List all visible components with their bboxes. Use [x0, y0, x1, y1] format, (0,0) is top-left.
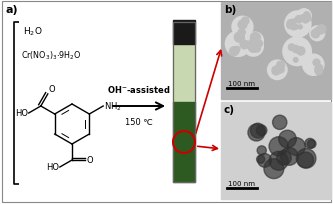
Text: b): b): [224, 5, 236, 15]
Circle shape: [285, 12, 311, 38]
Circle shape: [234, 33, 244, 43]
Circle shape: [256, 125, 267, 136]
Circle shape: [234, 47, 240, 53]
Circle shape: [303, 14, 311, 21]
Circle shape: [257, 146, 266, 155]
Circle shape: [280, 148, 298, 165]
Bar: [173, 45, 195, 104]
Circle shape: [293, 58, 298, 63]
Circle shape: [253, 45, 260, 53]
Circle shape: [248, 40, 257, 49]
Circle shape: [287, 23, 294, 29]
Circle shape: [291, 25, 297, 31]
Bar: [173, 21, 195, 45]
Bar: [221, 102, 331, 199]
Circle shape: [269, 152, 288, 171]
Text: 150 ℃: 150 ℃: [125, 118, 153, 126]
Circle shape: [238, 30, 244, 36]
Circle shape: [277, 67, 284, 74]
Circle shape: [250, 33, 260, 43]
Circle shape: [302, 18, 308, 24]
Circle shape: [307, 140, 316, 149]
Circle shape: [297, 48, 305, 56]
Circle shape: [287, 20, 295, 28]
Circle shape: [305, 139, 315, 149]
Circle shape: [232, 17, 253, 38]
Circle shape: [313, 31, 318, 36]
Circle shape: [317, 26, 326, 35]
Circle shape: [229, 48, 238, 57]
Circle shape: [296, 149, 316, 168]
Circle shape: [295, 17, 302, 24]
Circle shape: [283, 38, 311, 66]
Circle shape: [291, 20, 296, 25]
Circle shape: [279, 131, 296, 148]
Circle shape: [252, 45, 259, 52]
Circle shape: [293, 25, 298, 30]
Circle shape: [269, 137, 288, 156]
Circle shape: [240, 30, 245, 36]
Circle shape: [304, 13, 309, 18]
Circle shape: [311, 30, 320, 39]
Circle shape: [249, 44, 258, 53]
Text: NH$_2$: NH$_2$: [104, 100, 122, 113]
Circle shape: [250, 124, 265, 138]
Circle shape: [238, 21, 247, 30]
Circle shape: [298, 152, 314, 168]
Circle shape: [292, 46, 299, 53]
Circle shape: [313, 60, 320, 67]
Circle shape: [243, 37, 263, 57]
Text: 100 nm: 100 nm: [228, 81, 255, 86]
Circle shape: [242, 18, 249, 25]
Circle shape: [276, 62, 285, 70]
Circle shape: [315, 65, 323, 72]
Circle shape: [257, 155, 265, 163]
Circle shape: [272, 67, 281, 75]
Circle shape: [273, 70, 278, 75]
Text: Cr(NO$_3$)$_3$$\cdot$9H$_2$O: Cr(NO$_3$)$_3$$\cdot$9H$_2$O: [21, 50, 81, 62]
Text: c): c): [224, 104, 235, 114]
Text: HO: HO: [15, 109, 28, 118]
Circle shape: [267, 61, 287, 80]
Circle shape: [298, 26, 302, 30]
Circle shape: [273, 116, 287, 130]
Text: O: O: [86, 156, 93, 165]
Text: 100 nm: 100 nm: [228, 180, 255, 186]
Circle shape: [303, 55, 324, 76]
Circle shape: [256, 36, 260, 40]
Circle shape: [289, 15, 305, 32]
Text: OH$^{-}$-assisted: OH$^{-}$-assisted: [107, 84, 170, 94]
Circle shape: [297, 10, 311, 24]
Circle shape: [287, 138, 305, 156]
Circle shape: [315, 29, 319, 33]
Circle shape: [264, 159, 284, 179]
Circle shape: [247, 33, 263, 50]
Circle shape: [277, 151, 291, 165]
Text: HO: HO: [46, 163, 59, 172]
Circle shape: [225, 32, 250, 57]
Circle shape: [315, 68, 323, 75]
Circle shape: [248, 44, 254, 51]
Circle shape: [288, 45, 295, 51]
Bar: [173, 102, 195, 182]
Circle shape: [258, 154, 271, 167]
Circle shape: [248, 124, 265, 141]
Circle shape: [315, 67, 322, 74]
Circle shape: [301, 16, 305, 20]
Circle shape: [310, 27, 325, 41]
Circle shape: [256, 41, 262, 48]
Text: H$_2$O: H$_2$O: [23, 25, 43, 37]
Circle shape: [304, 16, 311, 22]
Bar: [173, 23, 195, 182]
Circle shape: [240, 41, 249, 50]
Bar: [221, 3, 331, 100]
Text: O: O: [49, 84, 56, 93]
Text: a): a): [5, 5, 18, 15]
